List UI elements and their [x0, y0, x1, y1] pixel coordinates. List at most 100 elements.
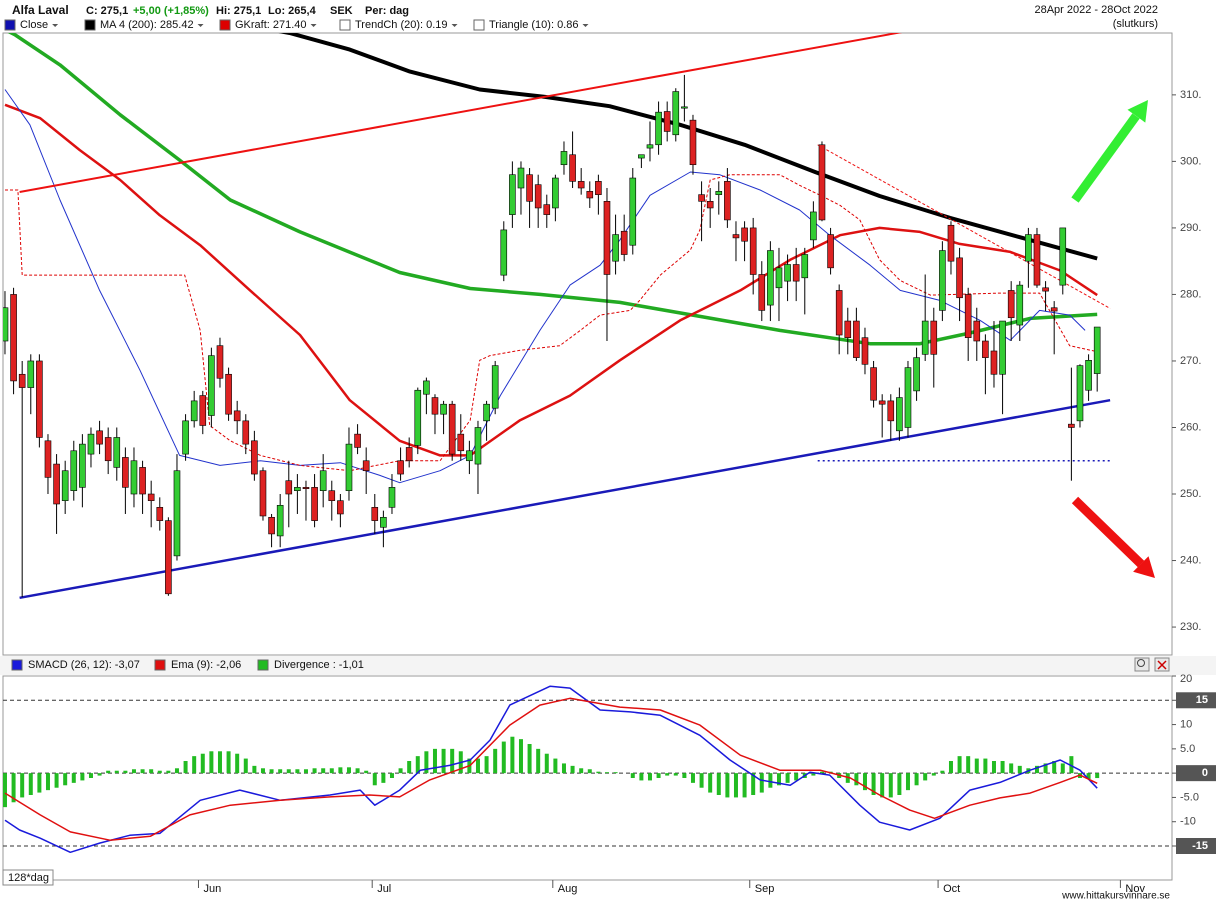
divergence-bar [312, 768, 317, 774]
stat-change: +5,00 (+1,85%) [133, 5, 209, 17]
divergence-bar [149, 769, 154, 774]
x-tick-label: Oct [943, 883, 960, 895]
legend-label: Close [20, 19, 48, 31]
divergence-bar [1086, 773, 1091, 779]
candle-body [1085, 359, 1092, 391]
divergence-bar [140, 769, 145, 774]
candle-body [939, 250, 946, 311]
divergence-bar [854, 773, 859, 786]
y-tick-label: -5.0 [1180, 791, 1199, 803]
macd-header [0, 656, 1216, 675]
divergence-bar [97, 773, 102, 776]
candle-body [311, 487, 318, 521]
x-tick-label: Jun [203, 883, 221, 895]
candle-body [595, 181, 602, 195]
candle-body [818, 144, 826, 221]
candle-body [182, 420, 189, 455]
candle-body [1068, 423, 1075, 428]
candle-body [990, 350, 998, 375]
candle-body [354, 433, 361, 448]
divergence-bar [536, 748, 541, 774]
candle-body [294, 487, 301, 491]
candle-body [1076, 365, 1084, 422]
divergence-bar [484, 756, 489, 774]
divergence-bar [751, 773, 756, 795]
y-tick-label: 250. [1180, 488, 1201, 500]
candle-body [199, 395, 207, 426]
legend-swatch [339, 19, 351, 31]
candle-body [577, 181, 585, 189]
divergence-bar [983, 758, 988, 774]
candle-body [319, 470, 327, 491]
candle-body [423, 380, 430, 395]
candle-body [767, 250, 774, 306]
candle-body [681, 106, 688, 109]
y-tick-box [1176, 838, 1216, 854]
divergence-bar [596, 771, 601, 774]
zoom-button[interactable] [1134, 657, 1150, 672]
divergence-bar [931, 773, 936, 776]
candle-body [113, 437, 121, 468]
divergence-bar [682, 773, 687, 778]
divergence-bar [561, 763, 566, 774]
y-tick-label: 270. [1180, 355, 1201, 367]
candle-body [483, 403, 490, 422]
divergence-bar [200, 753, 205, 774]
divergence-bar [974, 758, 979, 774]
candle-body [500, 229, 508, 276]
divergence-bar [510, 736, 515, 774]
candle-body [792, 264, 800, 282]
divergence-bar [28, 773, 33, 795]
divergence-bar [286, 769, 291, 774]
candle-body [302, 487, 310, 489]
divergence-bar [11, 773, 16, 803]
divergence-bar [63, 773, 68, 786]
stat-high: Hi: 275,1 [216, 5, 261, 17]
y-tick-label: 300. [1180, 155, 1201, 167]
divergence-bar [940, 770, 945, 774]
candle-body [190, 400, 198, 422]
divergence-bar [243, 758, 248, 774]
divergence-bar [3, 773, 7, 808]
candle-body [466, 450, 473, 462]
divergence-bar [914, 773, 919, 786]
divergence-bar [1009, 763, 1014, 774]
divergence-bar [1052, 761, 1057, 774]
divergence-bar [897, 773, 902, 795]
divergence-bar [123, 770, 128, 774]
indicator-line [5, 174, 1098, 472]
legend-label: MA 4 (200): 285.42 [100, 19, 194, 31]
candle-body [328, 490, 336, 501]
legend-label: Divergence : -1,01 [274, 659, 364, 671]
legend-swatch [154, 659, 166, 671]
x-tick-label: Jul [377, 883, 391, 895]
candle-body [534, 184, 542, 209]
candle-body [913, 357, 920, 392]
divergence-bar [450, 748, 455, 774]
legend-swatch [11, 659, 23, 671]
period-label: 128*dag [8, 872, 49, 884]
candle-body [853, 320, 860, 358]
candle-body [233, 410, 241, 422]
candle-body [18, 373, 26, 388]
divergence-bar [338, 767, 343, 774]
divergence-bar [518, 739, 523, 774]
divergence-bar [364, 770, 369, 774]
candle-body [225, 373, 232, 415]
divergence-bar [544, 753, 549, 774]
candle-body [930, 320, 938, 355]
candle-body [844, 320, 852, 338]
candle-body [749, 227, 757, 275]
y-tick-label: 290. [1180, 222, 1201, 234]
y-tick-label: 10 [1180, 718, 1192, 730]
candle-body [380, 516, 387, 528]
candle-body [397, 460, 404, 475]
candle-body [715, 191, 723, 195]
y-tick-box [1176, 765, 1216, 782]
divergence-bar [794, 773, 799, 781]
candle-body [259, 470, 267, 517]
candle-body [861, 337, 869, 365]
divergence-bar [183, 761, 188, 774]
candle-body [663, 111, 671, 132]
divergence-bar [587, 769, 592, 774]
